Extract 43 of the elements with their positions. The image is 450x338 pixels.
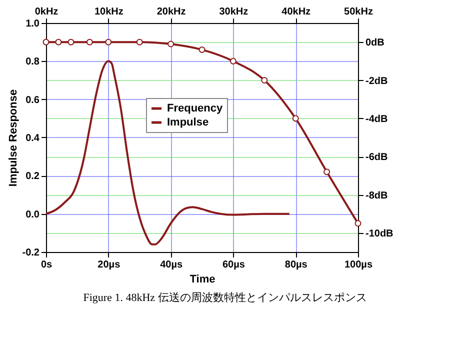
y-tick-label: 1.0	[26, 18, 40, 30]
x2-tick-label: 100µs	[344, 260, 373, 270]
point	[230, 58, 236, 64]
y-tick-label: -0.2	[22, 248, 40, 258]
y-tick-label: 0.2	[26, 171, 40, 182]
legend-label: Impulse	[167, 116, 209, 128]
x2-axis-title: Time	[190, 274, 216, 286]
x2-tick-label: 0s	[40, 260, 52, 270]
x2-tick-label: 80µs	[284, 260, 308, 270]
point	[55, 38, 62, 46]
y-tick-label: 0.8	[26, 56, 40, 68]
x-tick-label: 0kHz	[34, 6, 58, 18]
legend-label: Frequency	[167, 102, 224, 114]
point	[105, 38, 112, 46]
x-tick-label: 30kHz	[219, 6, 248, 18]
x-tick-label: 50kHz	[344, 6, 373, 18]
x2-tick-label: 60µs	[222, 260, 246, 270]
x-tick-label: 20kHz	[156, 6, 186, 18]
y2-tick-label: -10dB	[366, 228, 394, 240]
y-axis-title: Impulse Response	[7, 89, 20, 187]
y2-tick-label: -8dB	[366, 190, 388, 202]
point	[354, 220, 362, 227]
y2-tick-label: -2dB	[366, 76, 388, 87]
x2-tick-label: 20µs	[98, 260, 121, 270]
point	[136, 38, 143, 46]
y2-tick-label: -4dB	[366, 114, 388, 125]
point	[168, 40, 174, 48]
point	[42, 38, 50, 46]
caption: Figure 1. 48kHz 伝送の周波数特性とインパルスレスポンス	[82, 291, 368, 305]
point	[198, 46, 206, 53]
y2-tick-label: 0dB	[366, 38, 384, 49]
point	[324, 168, 330, 176]
y2-tick-label: -6dB	[366, 152, 388, 164]
x-tick-label: 40kHz	[282, 6, 311, 18]
point	[261, 77, 268, 84]
x2-tick-label: 40µs	[160, 260, 183, 270]
point	[86, 38, 93, 46]
x-tick-label: 10kHz	[94, 6, 124, 18]
y-tick-label: 0.4	[26, 133, 40, 144]
y-tick-label: 0.6	[26, 94, 40, 106]
y-tick-label: 0.0	[26, 209, 40, 220]
point	[292, 115, 299, 122]
point	[68, 38, 74, 46]
